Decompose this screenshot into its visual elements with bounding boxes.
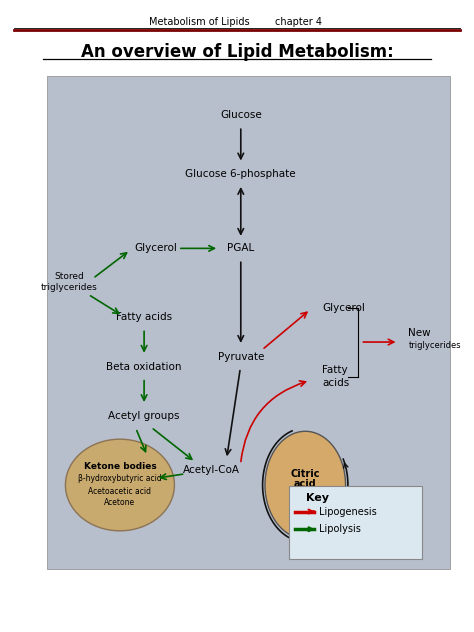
Text: PGAL: PGAL <box>227 243 255 253</box>
FancyBboxPatch shape <box>47 76 450 569</box>
Ellipse shape <box>65 439 174 531</box>
Text: Glycerol: Glycerol <box>322 303 365 313</box>
Text: Pyruvate: Pyruvate <box>218 352 264 362</box>
Text: Lipogenesis: Lipogenesis <box>319 506 376 516</box>
Circle shape <box>265 431 346 538</box>
Text: Citric: Citric <box>291 468 320 478</box>
Text: triglycerides: triglycerides <box>408 341 461 349</box>
Text: acids: acids <box>322 378 349 388</box>
Text: Acetyl groups: Acetyl groups <box>109 411 180 421</box>
Text: chapter 4: chapter 4 <box>275 17 322 27</box>
Text: Stored: Stored <box>55 272 84 281</box>
FancyBboxPatch shape <box>289 486 422 559</box>
Text: Ketone bodies: Ketone bodies <box>83 461 156 471</box>
Text: Fatty acids: Fatty acids <box>116 312 172 322</box>
Text: triglycerides: triglycerides <box>41 283 98 292</box>
Text: An overview of Lipid Metabolism:: An overview of Lipid Metabolism: <box>81 43 393 61</box>
Text: Fatty: Fatty <box>322 365 348 375</box>
Text: Key: Key <box>306 492 329 502</box>
Text: Glucose: Glucose <box>220 110 262 120</box>
Text: Acetone: Acetone <box>104 498 136 507</box>
Text: New: New <box>408 327 431 337</box>
Text: acid: acid <box>294 479 317 489</box>
Text: cycle: cycle <box>291 491 319 501</box>
Text: β-hydroxybutyric acid: β-hydroxybutyric acid <box>78 474 162 483</box>
Text: Acetyl-CoA: Acetyl-CoA <box>183 465 240 475</box>
Text: Lipolysis: Lipolysis <box>319 524 360 534</box>
Text: Beta oxidation: Beta oxidation <box>106 362 182 372</box>
Text: Acetoacetic acid: Acetoacetic acid <box>89 487 151 496</box>
Text: Metabolism of Lipids: Metabolism of Lipids <box>149 17 249 27</box>
Text: Glucose 6-phosphate: Glucose 6-phosphate <box>185 169 296 179</box>
Text: Glycerol: Glycerol <box>135 243 178 253</box>
